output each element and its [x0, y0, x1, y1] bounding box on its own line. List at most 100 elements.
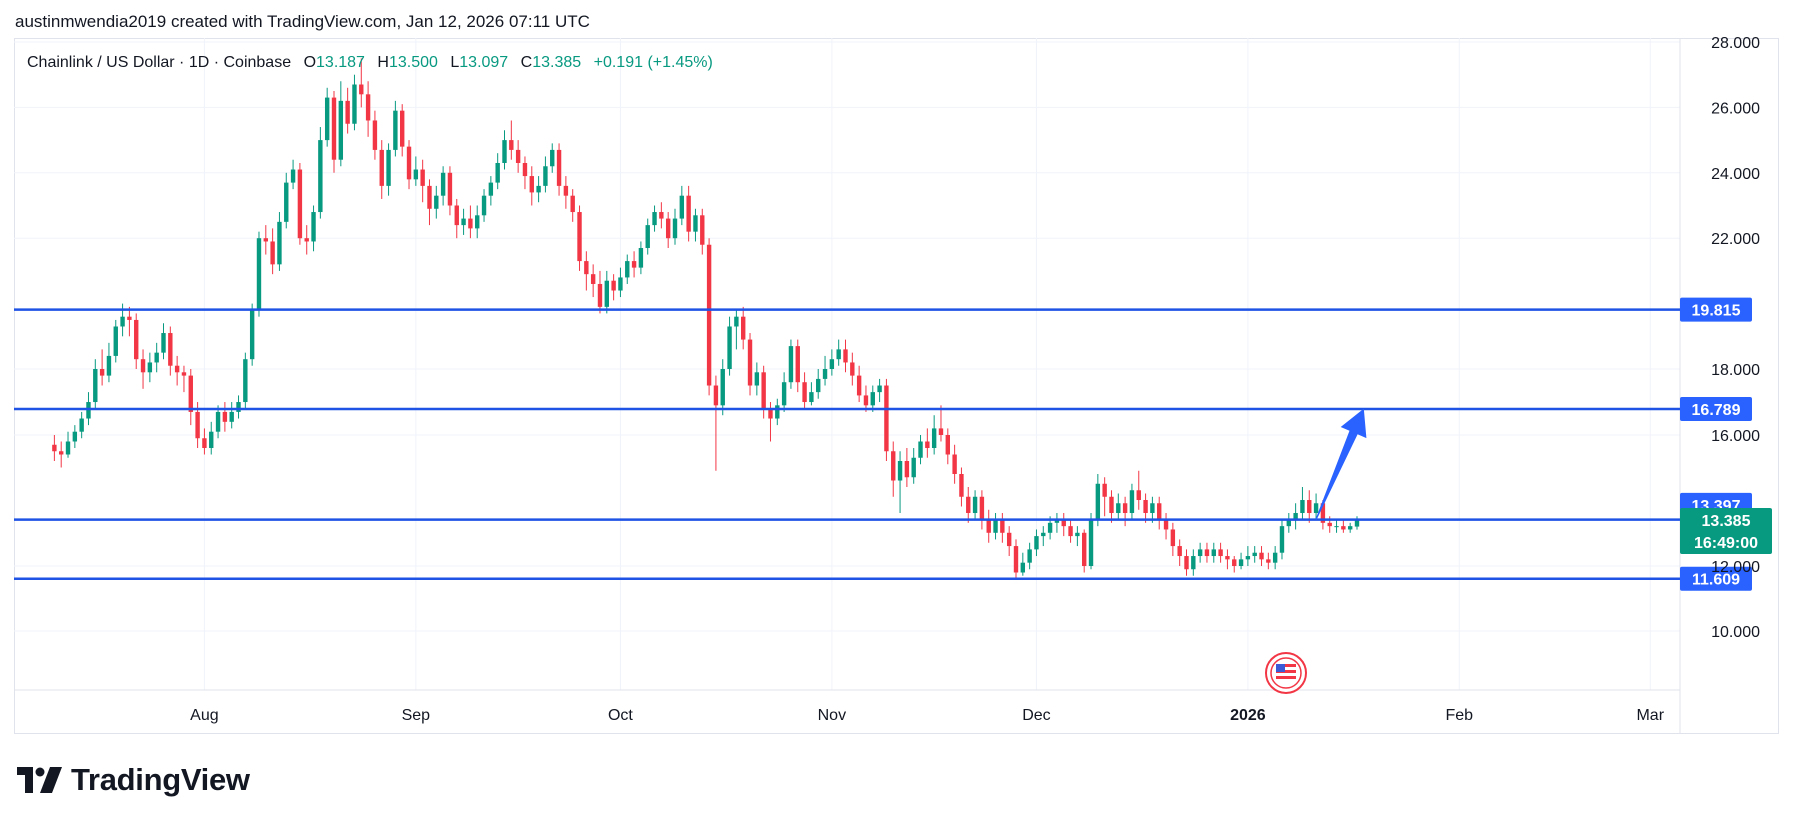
candle-body	[413, 169, 419, 180]
candle-body	[1320, 503, 1326, 523]
candle-body	[631, 261, 637, 268]
candle-body	[1300, 500, 1305, 514]
level-price-label: 16.789	[1692, 402, 1741, 419]
candle-body	[502, 140, 507, 163]
candle-body	[652, 212, 657, 226]
candle-body	[297, 169, 303, 239]
candle-body	[372, 120, 378, 150]
candle-body	[856, 375, 862, 396]
candle-body	[925, 441, 930, 449]
candle-body	[700, 215, 705, 245]
candle-body	[440, 172, 446, 196]
chart-frame	[14, 38, 1779, 734]
level-price-tag	[1680, 297, 1752, 322]
y-tick-label: 26.000	[1711, 100, 1760, 117]
candle-body	[795, 346, 800, 383]
candle-body	[249, 310, 255, 360]
candle-body	[243, 359, 248, 403]
tradingview-logo-icon	[17, 767, 62, 793]
symbol-title: Chainlink / US Dollar · 1D · Coinbase	[27, 54, 292, 71]
candle-body	[79, 418, 84, 432]
candle-body	[481, 195, 487, 216]
candle-body	[134, 319, 139, 360]
x-tick-label: Oct	[608, 707, 633, 724]
candle-body	[59, 451, 64, 455]
candle-body	[638, 248, 644, 268]
candle-body	[488, 182, 494, 196]
candle-body	[645, 225, 650, 249]
candle-body	[665, 218, 671, 239]
candle-body	[672, 218, 678, 239]
candle-body	[611, 280, 616, 291]
candle-body	[863, 395, 869, 406]
level-price-label: 11.609	[1692, 572, 1740, 589]
candle-body	[604, 280, 609, 307]
candle-body	[679, 195, 685, 219]
x-tick-label: Nov	[818, 707, 846, 724]
candle-body	[1136, 490, 1141, 501]
candle-body	[577, 212, 582, 262]
x-tick-label: 2026	[1230, 707, 1266, 724]
candle-body	[1211, 549, 1216, 557]
candle-body	[495, 162, 500, 183]
x-tick-label: Aug	[190, 707, 218, 724]
candle-body	[659, 212, 664, 219]
candle-body	[427, 185, 432, 209]
x-tick-label: Sep	[402, 707, 431, 724]
y-tick-label: 18.000	[1711, 362, 1760, 379]
candle-body	[1354, 520, 1360, 527]
candle-body	[1088, 519, 1094, 566]
candle-body	[1279, 526, 1285, 553]
candle-body	[775, 405, 780, 419]
candle-body	[1184, 556, 1189, 570]
candle-body	[256, 238, 262, 311]
candle-body	[1143, 500, 1148, 514]
candle-body	[331, 97, 337, 160]
candle-body	[181, 372, 187, 376]
candle-body	[140, 359, 146, 373]
candle-body	[222, 411, 228, 422]
candle-body	[365, 94, 371, 121]
candle-body	[904, 461, 910, 478]
candle-body	[393, 110, 398, 150]
level-price-tag	[1680, 566, 1752, 591]
candle-body	[979, 496, 985, 520]
y-tick-label: 16.000	[1711, 428, 1760, 445]
candle-body	[1286, 519, 1291, 527]
candle-body	[850, 362, 855, 376]
candle-body	[570, 195, 575, 213]
candle-body	[475, 215, 480, 229]
candle-body	[515, 149, 521, 163]
candle-body	[65, 441, 71, 455]
candle-body	[1225, 556, 1230, 560]
candle-body	[959, 474, 964, 497]
candle-body	[168, 333, 173, 366]
high-value: 13.500	[388, 54, 438, 71]
candle-body	[338, 100, 344, 160]
candle-body	[202, 438, 207, 449]
candle-body	[406, 146, 412, 180]
candle-body	[1116, 503, 1121, 514]
candle-body	[802, 382, 807, 403]
low-value: 13.097	[459, 54, 509, 71]
candle-body	[215, 411, 221, 432]
candle-body	[345, 100, 350, 124]
candle-body	[1041, 532, 1046, 537]
last-price-label: 13.385	[1702, 513, 1751, 530]
high-label: H	[377, 54, 389, 71]
grid-layer	[14, 38, 1681, 734]
candle-body	[324, 97, 330, 141]
candle-body	[1313, 503, 1319, 514]
candle-body	[127, 316, 132, 320]
candle-body	[556, 149, 562, 186]
candle-body	[1020, 562, 1026, 573]
candle-body	[781, 382, 787, 406]
candle-body	[1129, 490, 1135, 514]
candle-body	[434, 195, 439, 209]
candle-body	[120, 316, 125, 327]
candle-body	[209, 431, 214, 449]
close-label: C	[520, 54, 533, 71]
candle-body	[447, 172, 453, 206]
tradingview-logo[interactable]: TradingView	[17, 762, 250, 798]
